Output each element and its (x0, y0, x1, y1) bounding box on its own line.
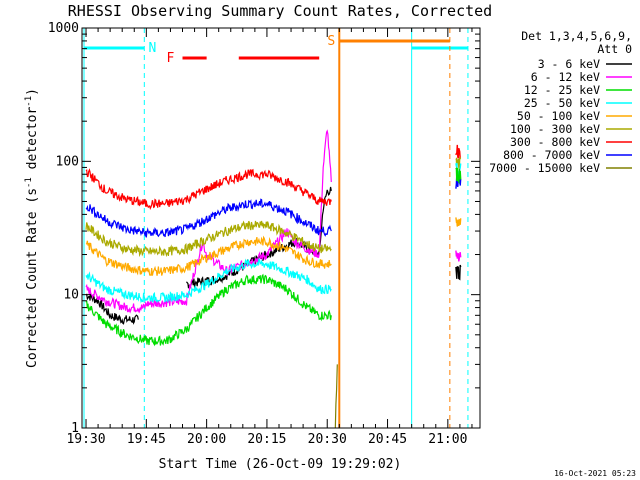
flag-label-saa: S (327, 34, 335, 49)
legend-label: 25 - 50 keV (524, 96, 600, 110)
y-tick-label: 100 (56, 154, 79, 169)
legend-label: 7000 - 15000 keV (489, 161, 600, 175)
legend-header-line1: Det 1,3,4,5,6,9, (521, 29, 632, 43)
x-tick-label: 20:45 (368, 432, 407, 447)
y-tick-label: 10 (63, 288, 79, 303)
series-fragment (455, 264, 462, 281)
x-tick-label: 20:30 (308, 432, 347, 447)
y-axis-label: Corrected Count Rate (s-1 detector-1) (24, 88, 40, 368)
series-fragment (455, 167, 462, 185)
series-line (85, 273, 332, 347)
series-line (85, 198, 332, 238)
series-line (85, 220, 332, 258)
legend-label: 300 - 800 keV (510, 135, 600, 149)
legend-header-line2: Att 0 (597, 42, 632, 56)
y-tick-label: 1000 (48, 21, 79, 36)
legend-label: 12 - 25 keV (524, 83, 600, 97)
y-axis: 1 10 100 1000 (48, 21, 480, 436)
series-layer (85, 129, 462, 428)
legend-label: 6 - 12 keV (531, 70, 600, 84)
series-line (334, 364, 338, 428)
timestamp: 16-Oct-2021 05:23 (554, 469, 636, 478)
x-tick-label: 21:00 (428, 432, 467, 447)
series-line (85, 258, 332, 304)
series-line (85, 235, 332, 276)
series-line (85, 293, 139, 325)
legend-label: 50 - 100 keV (517, 109, 600, 123)
x-tick-label: 19:45 (127, 432, 166, 447)
x-tick-label: 20:15 (247, 432, 286, 447)
legend-label: 100 - 300 keV (510, 122, 600, 136)
x-tick-label: 20:00 (187, 432, 226, 447)
flag-label-flare: F (167, 51, 175, 66)
flag-label-night: N (148, 41, 156, 56)
series-line (85, 168, 332, 210)
x-tick-label: 19:30 (66, 432, 105, 447)
x-axis: 19:30 19:45 20:00 20:15 20:30 20:45 21:00 (66, 28, 473, 447)
x-axis-label: Start Time (26-Oct-09 19:29:02) (159, 457, 402, 472)
plot-frame (81, 27, 481, 429)
chart-title: RHESSI Observing Summary Count Rates, Co… (68, 2, 492, 20)
y-tick-label: 1 (71, 421, 79, 436)
series-fragment (455, 250, 462, 262)
instrument-markers: NF S (83, 28, 469, 428)
legend-label: 800 - 7000 keV (503, 148, 600, 162)
legend-label: 3 - 6 keV (538, 57, 600, 71)
series-fragment (455, 144, 462, 160)
series-fragment (455, 217, 462, 227)
